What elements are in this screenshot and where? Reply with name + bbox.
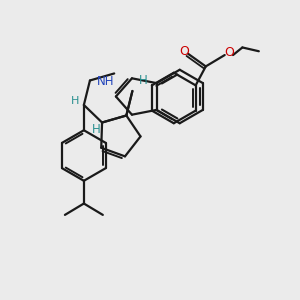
Text: H: H (92, 122, 101, 136)
Text: H: H (139, 74, 148, 86)
Text: H: H (71, 96, 80, 106)
Text: NH: NH (97, 76, 114, 88)
Text: O: O (180, 45, 189, 58)
Text: O: O (224, 46, 234, 59)
